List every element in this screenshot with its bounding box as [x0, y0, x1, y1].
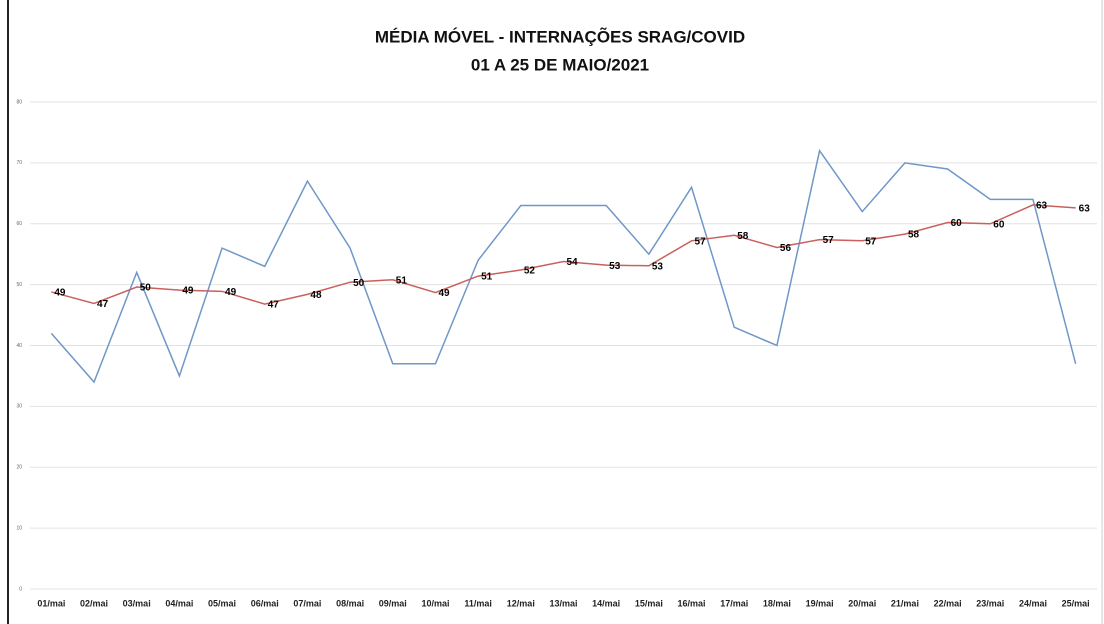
x-tick-label: 15/mai: [635, 598, 663, 608]
chart-subtitle: 01 A 25 DE MAIO/2021: [471, 55, 649, 74]
data-label: 49: [438, 288, 450, 299]
y-tick-label: 20: [16, 465, 22, 471]
chart-title: MÉDIA MÓVEL - INTERNAÇÕES SRAG/COVID: [375, 26, 745, 46]
data-label: 47: [268, 300, 280, 311]
data-label: 49: [182, 286, 194, 297]
y-tick-label: 80: [16, 99, 22, 105]
data-label: 57: [695, 236, 707, 247]
data-label: 48: [310, 290, 322, 301]
x-tick-label: 04/mai: [165, 598, 193, 608]
data-label: 60: [951, 218, 963, 229]
x-tick-label: 23/mai: [976, 598, 1004, 608]
data-label: 63: [1079, 204, 1091, 215]
data-label: 47: [97, 299, 109, 310]
data-label: 49: [225, 287, 237, 298]
x-tick-label: 12/mai: [507, 598, 535, 608]
data-label: 49: [54, 288, 66, 299]
data-label: 50: [140, 283, 152, 294]
data-label: 56: [780, 243, 792, 254]
x-tick-label: 06/mai: [251, 598, 279, 608]
y-tick-label: 70: [16, 160, 22, 166]
data-label: 54: [567, 257, 579, 268]
y-tick-label: 60: [16, 221, 22, 227]
x-tick-label: 14/mai: [592, 598, 620, 608]
x-tick-label: 01/mai: [37, 598, 65, 608]
y-tick-label: 0: [19, 586, 22, 592]
x-tick-label: 19/mai: [806, 598, 834, 608]
y-tick-label: 10: [16, 525, 22, 531]
x-tick-label: 20/mai: [848, 598, 876, 608]
y-tick-label: 50: [16, 282, 22, 288]
data-label: 53: [609, 261, 621, 272]
x-tick-label: 03/mai: [123, 598, 151, 608]
data-label: 58: [908, 230, 920, 241]
y-tick-label: 40: [16, 343, 22, 349]
series-line: [51, 204, 1076, 305]
x-tick-label: 09/mai: [379, 598, 407, 608]
data-label: 57: [865, 236, 877, 247]
x-tick-label: 21/mai: [891, 598, 919, 608]
x-tick-label: 25/mai: [1062, 598, 1090, 608]
x-tick-label: 07/mai: [293, 598, 321, 608]
data-label: 58: [737, 231, 749, 242]
data-label: 57: [823, 235, 835, 246]
x-tick-label: 02/mai: [80, 598, 108, 608]
x-tick-label: 24/mai: [1019, 598, 1047, 608]
x-tick-label: 17/mai: [720, 598, 748, 608]
x-tick-label: 18/mai: [763, 598, 791, 608]
x-tick-label: 10/mai: [421, 598, 449, 608]
data-label: 51: [481, 272, 493, 283]
data-label: 53: [652, 261, 664, 272]
data-label: 51: [396, 275, 408, 286]
x-tick-label: 08/mai: [336, 598, 364, 608]
data-label: 52: [524, 266, 536, 277]
x-tick-label: 22/mai: [934, 598, 962, 608]
series-line: [50, 148, 1077, 384]
x-tick-label: 13/mai: [549, 598, 577, 608]
x-tick-label: 05/mai: [208, 598, 236, 608]
x-tick-label: 11/mai: [464, 598, 492, 608]
data-label: 60: [993, 219, 1005, 230]
y-tick-label: 30: [16, 404, 22, 410]
data-label: 63: [1036, 201, 1048, 212]
x-tick-label: 16/mai: [678, 598, 706, 608]
data-label: 50: [353, 278, 365, 289]
